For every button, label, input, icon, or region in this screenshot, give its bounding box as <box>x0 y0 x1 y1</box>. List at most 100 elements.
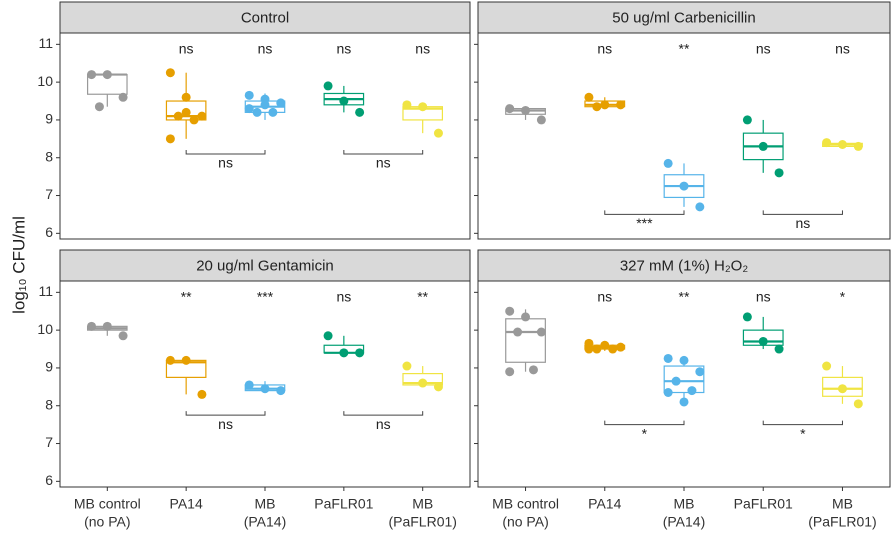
point <box>758 141 768 151</box>
bracket <box>604 420 685 426</box>
point <box>853 399 863 409</box>
y-tick-label: 8 <box>45 396 53 412</box>
point <box>118 331 128 341</box>
point <box>505 367 515 377</box>
bracket-label: ns <box>218 155 233 171</box>
point <box>268 107 278 117</box>
bracket <box>762 210 843 215</box>
bracket <box>185 411 266 416</box>
point <box>663 353 673 363</box>
point <box>181 92 191 102</box>
point <box>181 355 191 365</box>
point <box>276 98 286 108</box>
y-tick-label: 6 <box>45 224 53 240</box>
panel <box>59 32 471 240</box>
point <box>521 312 531 322</box>
x-tick-label: PaFLR01 <box>734 496 793 512</box>
bracket-label: ns <box>376 416 391 432</box>
point <box>592 102 602 112</box>
point <box>355 348 365 358</box>
x-tick-label: (PA14) <box>663 514 706 530</box>
point <box>339 96 349 106</box>
panel-title: Control <box>241 9 289 26</box>
point <box>433 128 443 138</box>
bracket <box>343 149 424 155</box>
point <box>695 202 705 212</box>
bracket-label: ns <box>218 416 233 432</box>
point <box>687 386 697 396</box>
point <box>165 355 175 365</box>
point <box>663 158 673 168</box>
y-axis-label: log₁₀ CFU/ml <box>9 216 28 314</box>
point <box>260 100 270 110</box>
x-tick-label: (no PA) <box>84 514 130 530</box>
significance-label: ns <box>835 41 850 57</box>
point <box>505 104 515 114</box>
point <box>87 70 97 80</box>
significance-label: ** <box>417 289 428 305</box>
point <box>695 367 705 377</box>
panel <box>477 32 891 240</box>
y-tick-label: 7 <box>45 186 53 202</box>
point <box>774 168 784 178</box>
point <box>671 376 681 386</box>
panel-title: 327 mM (1%) H₂O₂ <box>620 257 749 274</box>
y-tick-label: 8 <box>45 148 53 164</box>
point <box>837 140 847 150</box>
point <box>276 386 286 396</box>
point <box>742 115 752 125</box>
point <box>260 384 270 394</box>
point <box>323 331 333 341</box>
point <box>87 321 97 331</box>
point <box>679 355 689 365</box>
point <box>433 382 443 392</box>
significance-label: * <box>840 289 846 305</box>
significance-label: ns <box>597 289 612 305</box>
point <box>418 378 428 388</box>
point <box>402 100 412 110</box>
point <box>616 342 626 352</box>
point <box>521 105 531 115</box>
significance-label: ns <box>756 289 771 305</box>
point <box>244 90 254 100</box>
y-tick-label: 10 <box>37 73 53 89</box>
point <box>181 107 191 117</box>
y-tick-label: 9 <box>45 111 53 127</box>
point <box>592 344 602 354</box>
point <box>536 115 546 125</box>
strip <box>59 1 471 34</box>
point <box>853 141 863 151</box>
point <box>197 389 207 399</box>
significance-label: ns <box>756 41 771 57</box>
point <box>94 102 104 112</box>
point <box>244 380 254 390</box>
significance-label: ** <box>679 41 690 57</box>
y-tick-label: 6 <box>45 472 53 488</box>
point <box>774 344 784 354</box>
point <box>323 81 333 91</box>
y-tick-label: 10 <box>37 321 53 337</box>
x-tick-label: (PA14) <box>244 514 287 530</box>
y-tick-label: 11 <box>38 283 53 299</box>
point <box>822 138 832 148</box>
x-tick-label: PaFLR01 <box>314 496 373 512</box>
strip <box>59 249 471 282</box>
box <box>505 318 546 363</box>
significance-label: ns <box>597 41 612 57</box>
point <box>679 181 689 191</box>
point <box>536 327 546 337</box>
bracket <box>604 210 685 215</box>
point <box>189 115 199 125</box>
bracket-label: ns <box>795 215 810 231</box>
point <box>837 384 847 394</box>
significance-label: *** <box>257 289 274 305</box>
point <box>505 306 515 316</box>
point <box>244 104 254 114</box>
bracket-label: * <box>642 425 648 441</box>
significance-label: ** <box>679 289 690 305</box>
y-tick-label: 7 <box>45 434 53 450</box>
x-tick-label: MB control <box>492 496 559 512</box>
point <box>528 365 538 375</box>
point <box>584 92 594 102</box>
